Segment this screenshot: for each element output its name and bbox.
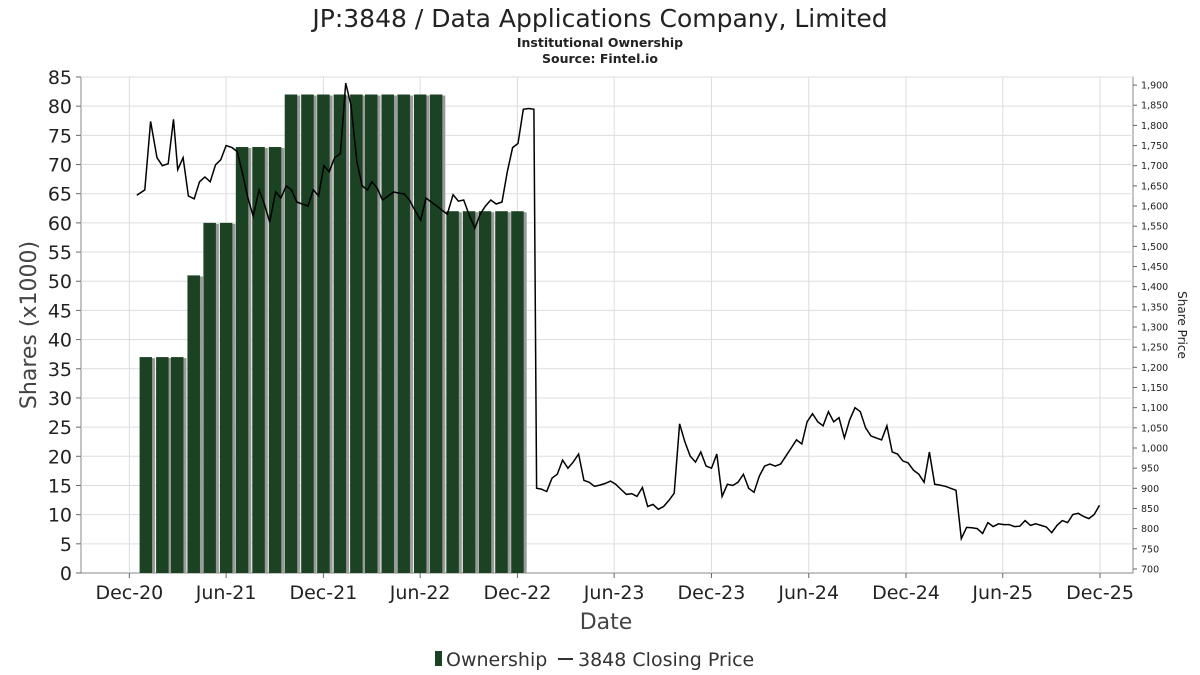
y2-tick-label: 700	[1141, 564, 1159, 575]
y2-tick-label: 1,650	[1141, 181, 1168, 192]
y2-tick-label: 1,350	[1141, 302, 1168, 313]
y2-tick-label: 1,900	[1141, 81, 1168, 92]
ownership-bar	[187, 275, 200, 573]
y-tick-label: 80	[48, 96, 72, 118]
y2-tick-label: 900	[1141, 484, 1159, 495]
ownership-bar	[284, 94, 298, 573]
y-tick-label: 5	[60, 534, 72, 556]
chart-title: JP:3848 / Data Applications Company, Lim…	[310, 4, 887, 33]
ownership-bar	[235, 147, 249, 573]
x-tick-label: Jun-23	[583, 582, 645, 604]
y2-tick-label: 1,850	[1141, 101, 1168, 112]
y2-tick-label: 1,750	[1141, 141, 1168, 152]
x-tick-label: Dec-20	[95, 582, 163, 604]
ownership-bar	[350, 94, 363, 573]
y-tick-label: 15	[48, 475, 72, 497]
y2-tick-label: 950	[1141, 464, 1159, 475]
ownership-bar	[139, 357, 153, 573]
ownership-bar	[156, 357, 169, 573]
y2-tick-label: 1,250	[1141, 343, 1168, 354]
ownership-bar	[268, 147, 282, 573]
y-tick-label: 45	[48, 300, 72, 322]
y-axis-ticks: 0 5 10 15 20 25 30 35 40 45 50 55 60 65 70 75 80 85	[48, 67, 81, 585]
y-tick-label: 20	[48, 446, 72, 468]
y2-tick-label: 1,600	[1141, 202, 1168, 213]
x-tick-label: Jun-21	[195, 582, 257, 604]
y-tick-label: 35	[48, 359, 72, 381]
ownership-bar	[219, 222, 233, 573]
y-tick-label: 40	[48, 330, 72, 352]
y-tick-label: 75	[48, 125, 72, 147]
legend-ownership-swatch	[435, 651, 442, 666]
ownership-bar	[462, 211, 476, 573]
y-axis-label: Shares (x1000)	[17, 241, 42, 409]
y2-tick-label: 1,550	[1141, 222, 1168, 233]
y2-tick-label: 850	[1141, 504, 1159, 515]
ownership-bar	[252, 147, 265, 573]
ownership-bar	[495, 211, 508, 573]
ownership-bar	[429, 94, 443, 573]
y-tick-label: 70	[48, 155, 72, 177]
y2-tick-label: 1,050	[1141, 423, 1168, 434]
ownership-bar	[413, 94, 427, 573]
y-tick-label: 0	[60, 563, 72, 585]
x-axis-ticks: Dec-20 Jun-21 Dec-21 Jun-22 Dec-22 Jun-23 Dec-…	[95, 573, 1134, 604]
y2-tick-label: 1,300	[1141, 323, 1168, 334]
x-axis-label: Date	[580, 610, 633, 635]
ownership-bar	[511, 211, 524, 573]
y2-axis-label: Share Price	[1175, 291, 1189, 359]
ownership-bar	[397, 94, 410, 573]
y2-tick-label: 1,700	[1141, 161, 1168, 172]
price-line	[136, 82, 1101, 542]
y2-axis-ticks: 700 750 800 850 900 950 1,000 1,050 1,100 1,150 1,…	[1133, 81, 1168, 575]
x-tick-label: Jun-24	[777, 582, 839, 604]
x-tick-label: Dec-25	[1066, 582, 1134, 604]
y-tick-label: 85	[48, 67, 72, 89]
legend-ownership-label: Ownership	[446, 649, 547, 671]
ownership-bar	[364, 94, 378, 573]
y2-tick-label: 1,800	[1141, 121, 1168, 132]
ownership-bar	[301, 94, 314, 573]
chart-subtitle: Institutional Ownership	[517, 35, 683, 50]
chart-source: Source: Fintel.io	[542, 51, 658, 66]
ownership-bar	[478, 211, 492, 573]
y-tick-label: 25	[48, 417, 72, 439]
y2-tick-label: 1,200	[1141, 363, 1168, 374]
y2-tick-label: 1,150	[1141, 383, 1168, 394]
x-tick-label: Dec-24	[872, 582, 940, 604]
y-tick-label: 65	[48, 184, 72, 206]
ownership-bar	[333, 94, 347, 573]
y-tick-label: 10	[48, 505, 72, 527]
ownership-bar	[170, 357, 184, 573]
y-tick-label: 60	[48, 213, 72, 235]
x-tick-label: Jun-25	[971, 582, 1033, 604]
y2-tick-label: 800	[1141, 524, 1159, 535]
y-tick-label: 55	[48, 242, 72, 264]
y2-tick-label: 1,000	[1141, 443, 1168, 454]
x-tick-label: Jun-22	[389, 582, 451, 604]
legend-price-label: 3848 Closing Price	[578, 649, 754, 671]
legend: Ownership 3848 Closing Price	[435, 649, 754, 671]
x-tick-label: Dec-21	[289, 582, 357, 604]
ownership-bar	[446, 211, 459, 573]
x-tick-label: Dec-22	[484, 582, 552, 604]
y2-tick-label: 1,500	[1141, 242, 1168, 253]
ownership-bar	[203, 222, 216, 573]
y-tick-label: 50	[48, 271, 72, 293]
y2-tick-label: 1,450	[1141, 262, 1168, 273]
y2-tick-label: 750	[1141, 544, 1159, 555]
ownership-bars	[139, 94, 527, 573]
y2-tick-label: 1,100	[1141, 403, 1168, 414]
y-tick-label: 30	[48, 388, 72, 410]
y2-tick-label: 1,400	[1141, 282, 1168, 293]
x-tick-label: Dec-23	[678, 582, 746, 604]
ownership-bar	[317, 94, 330, 573]
ownership-bar	[381, 94, 394, 573]
